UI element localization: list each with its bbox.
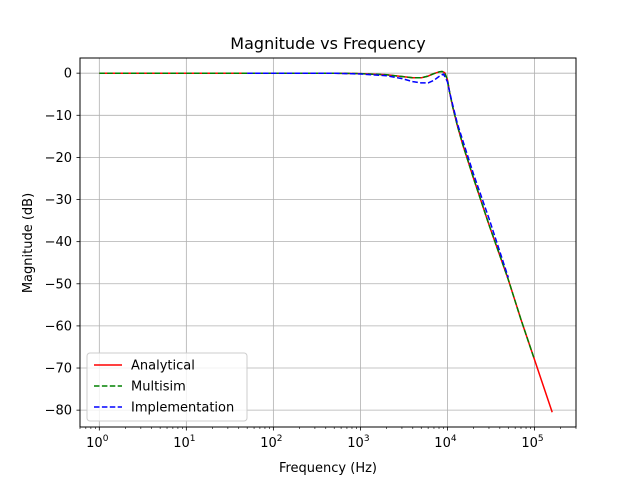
y-tick-label: −40 [45,235,72,250]
y-tick-label: −20 [45,151,72,166]
data-point [489,224,490,225]
legend-label-multisim: Multisim [131,380,186,395]
x-tick-label: 101 [173,434,195,451]
data-point [443,74,444,75]
data-point [447,81,448,82]
data-point [273,73,274,74]
y-tick-label: −30 [45,193,72,208]
data-point [439,71,440,72]
data-point [449,92,450,93]
legend-box [86,352,248,422]
data-point [521,319,522,320]
data-point [473,174,474,175]
y-tick-label: −10 [45,109,72,124]
series-line-multisim [99,70,536,360]
y-tick-label: −70 [45,362,72,377]
data-point [439,76,440,77]
data-point [428,82,429,83]
x-axis-label: Frequency (Hz) [279,461,377,476]
data-point [401,78,402,79]
data-point [401,76,402,77]
data-point [442,71,443,72]
y-axis-ticks: 0 −10 −20 −30 −40 −50 −60 −70 −80 [45,67,80,419]
x-tick-label: 100 [86,434,109,451]
y-tick-label: −60 [45,319,72,334]
data-point [508,279,509,280]
y-axis-label: Magnitude (dB) [21,193,36,293]
y-tick-label: 0 [64,67,72,82]
legend: Analytical Multisim Implementation [86,352,248,422]
data-point [99,73,100,74]
series-line-implementation [247,72,510,278]
x-tick-label: 104 [434,434,457,451]
data-point [489,218,490,219]
x-tick-label: 102 [260,434,282,451]
data-point [452,104,453,105]
chart-title: Magnitude vs Frequency [230,34,425,53]
data-point [462,144,463,145]
data-point [334,73,335,74]
data-point [473,178,474,179]
data-point [428,76,429,77]
data-point [247,73,248,74]
y-tick-label: −80 [45,404,72,419]
data-point [534,359,535,360]
legend-label-implementation: Implementation [131,401,234,416]
data-point [421,82,422,83]
data-point [360,74,361,75]
x-tick-label: 105 [521,434,543,451]
data-point [434,73,435,74]
series-lines [99,70,553,413]
data-point [444,72,445,73]
data-point [386,75,387,76]
data-point [186,73,187,74]
legend-label-analytical: Analytical [131,359,195,374]
x-tick-label: 103 [347,434,369,451]
data-point [457,123,458,124]
data-point [412,77,413,78]
x-axis-ticks: 100 101 102 103 104 105 [79,427,577,451]
y-tick-label: −50 [45,277,72,292]
data-point [434,80,435,81]
grid [80,58,576,427]
data-point [462,140,463,141]
data-point [552,412,553,413]
data-point [421,77,422,78]
data-point [412,81,413,82]
data-point [508,277,509,278]
plot-frame [79,57,577,428]
